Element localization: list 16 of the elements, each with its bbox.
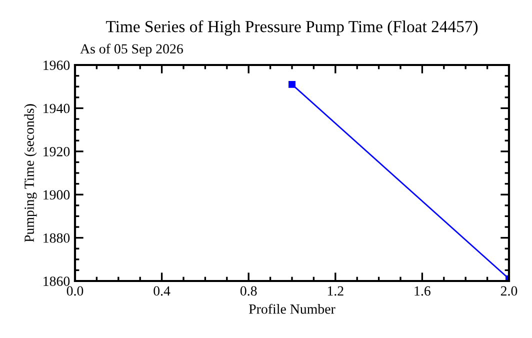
x-tick-label: 1.2 xyxy=(328,286,344,296)
chart-title: Time Series of High Pressure Pump Time (Float 24457) xyxy=(106,20,478,36)
x-tick-label: 1.6 xyxy=(414,286,430,296)
x-tick-label: 0.0 xyxy=(66,286,84,296)
x-axis-title: Profile Number xyxy=(249,304,336,314)
y-tick-label: 1880 xyxy=(44,233,70,243)
x-tick-label: 2.0 xyxy=(500,286,518,296)
y-tick-label: 1940 xyxy=(44,104,70,114)
y-axis-title: Pumping Time (seconds) xyxy=(24,104,37,242)
x-tick-label: 0.8 xyxy=(240,286,257,296)
chart-subtitle: As of 05 Sep 2026 xyxy=(80,44,183,56)
x-tick-label: 0.4 xyxy=(154,286,170,296)
y-tick-label: 1900 xyxy=(44,190,70,200)
y-tick-label: 1860 xyxy=(44,276,70,286)
y-tick-label: 1960 xyxy=(44,60,70,70)
y-tick-label: 1920 xyxy=(44,146,70,156)
